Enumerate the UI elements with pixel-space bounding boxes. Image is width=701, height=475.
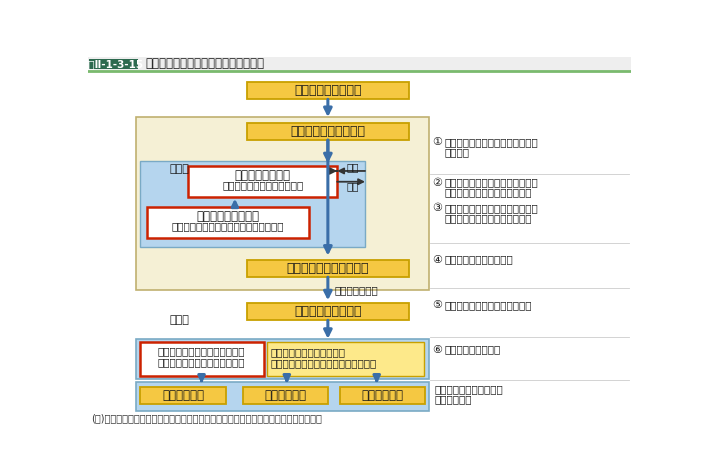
Text: 対処措置の総合調整: 対処措置の総合調整 — [444, 344, 501, 355]
Bar — [140, 387, 226, 403]
Bar — [189, 166, 337, 197]
Text: 対処基本方針の閣議決定: 対処基本方針の閣議決定 — [287, 262, 369, 275]
Text: 諮問: 諮問 — [346, 162, 359, 172]
Text: 指定行政機関: 指定行政機関 — [162, 389, 204, 401]
Text: ・対処措置の総合的な推進: ・対処措置の総合的な推進 — [271, 347, 346, 357]
Bar — [139, 342, 264, 376]
Bar — [89, 58, 138, 69]
Text: ①: ① — [433, 137, 442, 147]
Text: 案の国家安全保障会議への諸問: 案の国家安全保障会議への諸問 — [444, 188, 531, 198]
Bar — [247, 82, 409, 99]
Text: 武力攻撃の発生など: 武力攻撃の発生など — [294, 85, 362, 97]
Text: 国会による対処基本方邈の承認: 国会による対処基本方邈の承認 — [444, 300, 531, 310]
Text: 指定公共機関: 指定公共機関 — [361, 389, 403, 401]
Text: 対処基本方邈の閇議決定: 対処基本方邈の閇議決定 — [444, 255, 513, 265]
Text: （対策本部長：内閣総理大臣）: （対策本部長：内閣総理大臣） — [158, 357, 245, 367]
Bar — [247, 304, 409, 320]
Text: 国家安全保障会議: 国家安全保障会議 — [235, 169, 291, 182]
Text: 答申: 答申 — [346, 181, 359, 191]
Text: 国家安全保障会議による内閣総理: 国家安全保障会議による内閣総理 — [444, 203, 538, 213]
Text: 地方公共団体: 地方公共団体 — [264, 389, 306, 401]
Bar — [140, 161, 365, 247]
Bar — [247, 260, 409, 277]
Text: 対処基本方針、利用指針: 対処基本方針、利用指針 — [435, 385, 503, 395]
Bar — [267, 342, 424, 376]
Text: 内閣総理大臣による対処基本方邈: 内閣総理大臣による対処基本方邈 — [444, 137, 538, 147]
Text: 役割：国家安全保障会議を専門的に補佐: 役割：国家安全保障会議を専門的に補佐 — [172, 221, 284, 231]
Text: 対処基本方針の承認: 対処基本方針の承認 — [294, 305, 362, 318]
Text: (注)　武力攻撃事態等への対処措置の総合的な推進のために内閣に設置される対策本部: (注) 武力攻撃事態等への対処措置の総合的な推進のために内閣に設置される対策本部 — [92, 413, 322, 423]
Text: ・特定公共施設などの利用指針の策定: ・特定公共施設などの利用指針の策定 — [271, 359, 376, 369]
Text: 図表Ⅱ-1-3-15: 図表Ⅱ-1-3-15 — [83, 59, 144, 69]
Text: 対処基本方針案の作成: 対処基本方針案の作成 — [290, 125, 365, 138]
Text: 政　府: 政 府 — [169, 164, 189, 174]
Text: 事態対処専門委員会: 事態対処専門委員会 — [196, 210, 259, 223]
Text: ②: ② — [433, 178, 442, 188]
Text: ⑥: ⑥ — [433, 344, 442, 355]
Text: ④: ④ — [433, 255, 442, 265]
Bar — [339, 387, 425, 403]
Text: 内閣総理大臣による対処基本方邈: 内閣総理大臣による対処基本方邈 — [444, 178, 538, 188]
Bar — [136, 339, 428, 379]
Text: 武力攻撃事態等対策本部（注）: 武力攻撃事態等対策本部（注） — [158, 346, 245, 356]
Bar — [247, 123, 409, 140]
Text: 案の作成: 案の作成 — [444, 147, 469, 157]
Text: 国会承認の求め: 国会承認の求め — [334, 285, 378, 295]
Bar — [88, 57, 631, 71]
Text: 武力攻撃事態等への対処のための手続: 武力攻撃事態等への対処のための手続 — [146, 57, 265, 70]
Text: ③: ③ — [433, 203, 442, 213]
Bar — [136, 117, 428, 290]
Text: 役割：対処基本方針案の審議: 役割：対処基本方針案の審議 — [222, 180, 304, 190]
Text: 国　会: 国 会 — [169, 315, 189, 325]
Bar — [243, 387, 328, 403]
Bar — [147, 207, 309, 238]
Text: 大臣への対処基本方邈案の答申: 大臣への対処基本方邈案の答申 — [444, 213, 531, 223]
Text: に従って対処: に従って対処 — [435, 395, 472, 405]
Bar — [136, 382, 428, 411]
Text: ⑤: ⑤ — [433, 300, 442, 310]
